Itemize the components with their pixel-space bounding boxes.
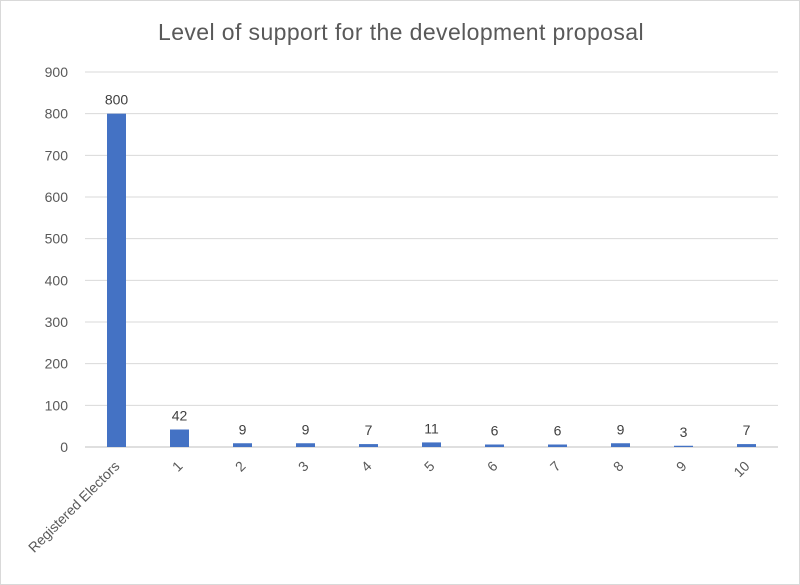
bar-registered-electors	[107, 113, 126, 448]
bar-8	[611, 443, 630, 447]
x-tick-label-6: 6	[484, 458, 501, 475]
y-tick-label-700: 700	[45, 147, 69, 163]
bar-9	[674, 445, 693, 447]
bar-1	[170, 429, 189, 447]
y-tick-label-0: 0	[60, 439, 68, 455]
y-tick-label-600: 600	[45, 189, 69, 205]
data-label-6: 6	[491, 423, 499, 439]
bar-10	[737, 444, 756, 447]
data-label-registered-electors: 800	[105, 92, 129, 108]
data-label-3: 9	[302, 421, 310, 437]
data-label-9: 3	[680, 424, 688, 440]
data-label-2: 9	[239, 421, 247, 437]
x-tick-label-10: 10	[730, 458, 752, 480]
y-axis: 0 100 200 300 400 500 600 700 800 900	[45, 64, 69, 455]
chart-title: Level of support for the development pro…	[158, 19, 644, 45]
y-tick-label-800: 800	[45, 106, 69, 122]
y-tick-label-300: 300	[45, 314, 69, 330]
bar-2	[233, 443, 252, 447]
bar-3	[296, 443, 315, 447]
data-label-10: 7	[743, 422, 751, 438]
bar-5	[422, 442, 441, 447]
x-tick-label-8: 8	[610, 458, 627, 475]
bar-7	[548, 444, 567, 447]
y-tick-label-400: 400	[45, 272, 69, 288]
bar-4	[359, 444, 378, 447]
x-tick-label-9: 9	[673, 458, 690, 475]
x-tick-label-4: 4	[358, 458, 375, 475]
data-label-4: 7	[365, 422, 373, 438]
bars	[107, 113, 756, 448]
data-label-5: 11	[424, 420, 439, 436]
y-tick-label-500: 500	[45, 231, 69, 247]
y-tick-label-900: 900	[45, 64, 69, 80]
x-tick-label-1: 1	[169, 458, 186, 475]
data-label-1: 42	[172, 408, 188, 424]
x-tick-label-registered-electors: Registered Electors	[25, 458, 123, 556]
data-labels: 800 42 9 9 7 11 6 6 9 3 7	[105, 92, 751, 440]
y-tick-label-100: 100	[45, 397, 69, 413]
x-tick-label-5: 5	[421, 458, 438, 475]
x-axis: Registered Electors 1 2 3 4 5 6 7 8 9 10	[25, 458, 753, 556]
x-tick-label-2: 2	[232, 458, 249, 475]
y-tick-label-200: 200	[45, 356, 69, 372]
x-tick-label-7: 7	[547, 458, 564, 475]
data-label-7: 6	[554, 423, 562, 439]
bar-6	[485, 444, 504, 447]
gridlines	[85, 71, 778, 448]
x-tick-label-3: 3	[295, 458, 312, 475]
data-label-8: 9	[617, 421, 625, 437]
